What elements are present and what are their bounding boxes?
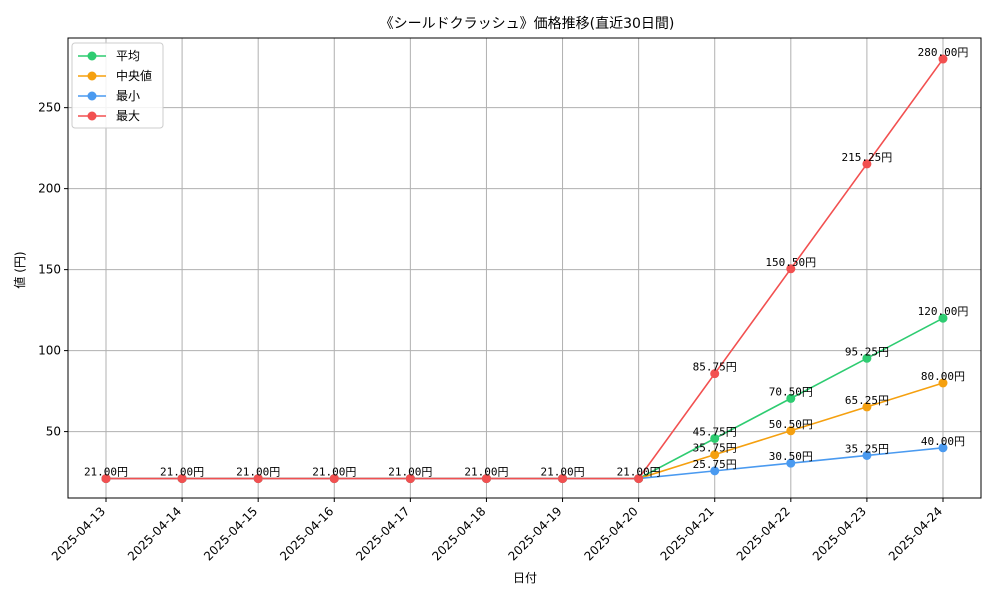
data-point [862, 159, 872, 169]
data-label: 80.00円 [921, 370, 965, 383]
data-label: 215.25円 [842, 151, 893, 164]
chart-title: 《シールドクラッシュ》価格推移(直近30日間) [380, 15, 675, 32]
data-label: 21.00円 [617, 466, 661, 479]
y-tick-label: 150 [38, 263, 61, 277]
data-point [938, 54, 948, 64]
data-point [938, 378, 948, 388]
data-point [938, 443, 948, 453]
legend-swatch-marker [87, 111, 97, 121]
data-point [253, 474, 263, 484]
data-point [786, 426, 796, 436]
data-label: 150.50円 [765, 256, 816, 269]
data-label: 21.00円 [388, 466, 432, 479]
data-label: 70.50円 [769, 385, 813, 398]
data-point [101, 474, 111, 484]
data-point [481, 474, 491, 484]
data-label: 21.00円 [236, 466, 280, 479]
legend-swatch-marker [87, 51, 97, 61]
data-label: 21.00円 [464, 466, 508, 479]
data-label: 21.00円 [84, 466, 128, 479]
y-tick-label: 50 [46, 425, 61, 439]
series-line [106, 317, 944, 480]
x-tick-label: 2025-04-21 [658, 504, 717, 563]
plot-area-frame [67, 37, 982, 499]
x-tick-label: 2025-04-24 [886, 504, 945, 563]
y-tick-label: 100 [38, 344, 61, 358]
x-tick-label: 2025-04-15 [201, 504, 260, 563]
data-point [710, 433, 720, 443]
legend-swatch-marker [87, 91, 97, 101]
data-label: 35.75円 [693, 442, 737, 455]
data-point [862, 402, 872, 412]
y-tick-label: 250 [38, 101, 61, 115]
data-labels: 45.75円 70.50円 95.25円 120.00円 35.75円 50.50円 65.… [84, 46, 968, 479]
series-line [106, 382, 944, 480]
data-label: 30.50円 [769, 450, 813, 463]
data-point [786, 393, 796, 403]
data-label: 40.00円 [921, 435, 965, 448]
data-point [786, 264, 796, 274]
data-point [710, 450, 720, 460]
legend-label: 最大 [116, 109, 140, 123]
legend-label: 中央値 [116, 68, 152, 83]
data-point [405, 474, 415, 484]
data-label: 120.00円 [918, 305, 969, 318]
x-tick-label: 2025-04-18 [429, 504, 488, 563]
data-label: 280.00円 [918, 46, 969, 59]
data-points [101, 54, 948, 484]
data-label: 21.00円 [312, 466, 356, 479]
data-label: 21.00円 [160, 466, 204, 479]
x-tick-label: 2025-04-14 [125, 504, 184, 563]
data-point [558, 474, 568, 484]
data-point [177, 474, 187, 484]
grid-lines [68, 38, 981, 498]
x-axis-label: 日付 [513, 571, 537, 585]
x-tick-label: 2025-04-13 [49, 504, 108, 563]
y-axis-label: 値 (円) [12, 251, 27, 288]
series-line [106, 58, 944, 480]
data-label: 95.25円 [845, 345, 889, 358]
x-tick-label: 2025-04-22 [734, 504, 793, 563]
x-tick-label: 2025-04-23 [810, 504, 869, 563]
axis-ticks: 2025-04-13 2025-04-14 2025-04-15 2025-04-16… [38, 101, 945, 564]
legend-box [71, 42, 164, 129]
data-label: 45.75円 [693, 425, 737, 438]
x-tick-label: 2025-04-17 [353, 504, 412, 563]
data-label: 21.00円 [540, 466, 584, 479]
legend-label: 最小 [116, 89, 140, 103]
x-tick-label: 2025-04-20 [582, 504, 641, 563]
series-line [106, 446, 944, 480]
data-point [710, 369, 720, 379]
x-tick-label: 2025-04-16 [277, 504, 336, 563]
y-tick-label: 200 [38, 182, 61, 196]
data-point [710, 466, 720, 476]
x-tick-label: 2025-04-19 [505, 504, 564, 563]
data-point [786, 458, 796, 468]
data-point [938, 313, 948, 323]
legend-swatch-marker [87, 71, 97, 81]
data-label: 85.75円 [693, 361, 737, 374]
legend-label: 平均 [116, 49, 140, 63]
data-point [329, 474, 339, 484]
data-label: 25.75円 [693, 458, 737, 471]
data-label: 65.25円 [845, 394, 889, 407]
data-label: 35.25円 [845, 442, 889, 455]
data-point [862, 450, 872, 460]
data-point [634, 474, 644, 484]
data-point [862, 353, 872, 363]
series-lines [106, 58, 944, 480]
data-label: 50.50円 [769, 418, 813, 431]
